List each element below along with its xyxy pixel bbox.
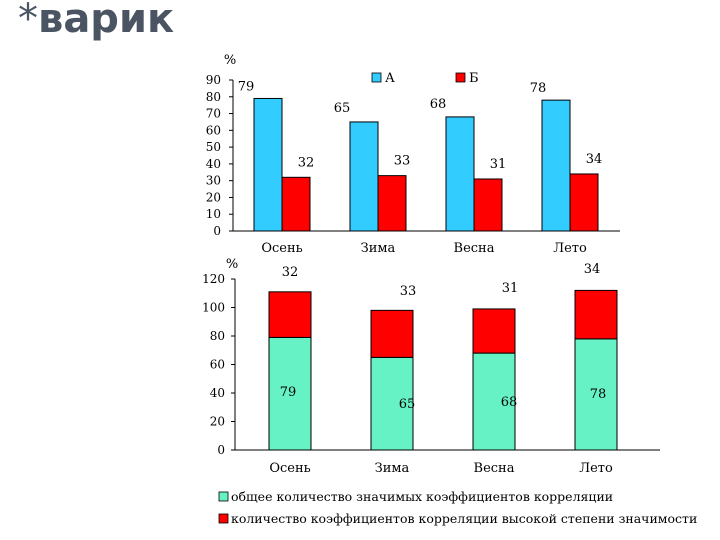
- chart2-y-tick-label: 20: [210, 415, 225, 429]
- chart1-legend-label: Б: [469, 71, 479, 86]
- chart1-bar-a: [349, 121, 379, 232]
- chart2-data-label-high: 34: [584, 262, 601, 277]
- chart1-y-tick-label: 30: [206, 174, 221, 188]
- chart2-y-tick-label: 60: [210, 358, 225, 372]
- chart2-bar-segment-high: [370, 309, 414, 358]
- chart2-x-tick-label: Осень: [269, 461, 310, 476]
- chart1-legend-label: А: [385, 71, 395, 86]
- chart1-y-tick-label: 90: [206, 73, 221, 87]
- chart1-y-tick-label: 70: [206, 107, 221, 121]
- chart1-data-label: 31: [490, 157, 507, 172]
- chart1-y-tick-label: 20: [206, 190, 221, 204]
- chart2-x-tick-label: Зима: [375, 461, 410, 476]
- chart2-data-label-total: 68: [501, 395, 518, 410]
- chart1-data-label: 68: [430, 97, 447, 112]
- chart1-data-label: 65: [334, 101, 351, 116]
- chart1-bar-b: [377, 175, 407, 232]
- chart1-y-tick-label: 60: [206, 123, 221, 137]
- chart1-x-tick-label: Лето: [553, 241, 587, 256]
- chart2-bar-segment-total: [268, 336, 312, 451]
- chart2-data-label-high: 33: [400, 284, 417, 299]
- chart2-x-tick-label: Лето: [579, 461, 613, 476]
- chart1-legend-swatch: [455, 72, 466, 83]
- chart2-y-tick-label: 80: [210, 329, 225, 343]
- chart1-bar-a: [541, 99, 571, 232]
- chart2-data-label-high: 32: [282, 265, 299, 280]
- chart1-bar-a: [445, 116, 475, 232]
- chart2-legend-label: общее количество значимых коэффициентов …: [231, 489, 613, 504]
- chart1-y-tick-label: 40: [206, 157, 221, 171]
- chart1-y-tick-label: 10: [206, 207, 221, 221]
- chart1-legend-swatch: [371, 72, 382, 83]
- chart1-data-label: 79: [238, 79, 255, 94]
- chart2-unit-label: %: [226, 257, 238, 272]
- title-star: *: [18, 0, 38, 42]
- title-text: варик: [38, 0, 175, 42]
- chart2-bar-segment-high: [472, 308, 516, 354]
- chart1-data-label: 33: [394, 154, 411, 169]
- chart1-bar-b: [281, 176, 311, 232]
- chart2-bar-segment-total: [370, 356, 414, 451]
- chart2-bar-segment-high: [574, 289, 618, 340]
- chart2-y-tick-label: 100: [202, 301, 225, 315]
- slide-title: *варик: [18, 0, 174, 42]
- chart1-bar-a: [253, 97, 283, 232]
- chart2-x-tick-label: Весна: [474, 461, 515, 476]
- chart2-data-label-high: 31: [502, 281, 519, 296]
- chart1-y-tick-label: 0: [213, 224, 221, 238]
- chart1-x-tick-label: Весна: [454, 241, 495, 256]
- chart2-y-tick-label: 40: [210, 386, 225, 400]
- chart1-bar-b: [473, 178, 503, 232]
- chart2-legend-swatch: [218, 491, 229, 502]
- chart1-x-tick-label: Осень: [261, 241, 302, 256]
- chart2-data-label-total: 65: [399, 397, 416, 412]
- chart1-y-tick-label: 50: [206, 140, 221, 154]
- chart1-unit-label: %: [224, 53, 236, 68]
- chart2-y-tick-label: 0: [217, 443, 225, 457]
- chart1-bar-b: [569, 173, 599, 232]
- chart2-bar-segment-total: [574, 338, 618, 451]
- chart1-x-tick-label: Зима: [361, 241, 396, 256]
- chart1-data-label: 34: [586, 152, 603, 167]
- chart1-data-label: 32: [298, 155, 315, 170]
- chart2-legend-swatch: [218, 513, 229, 524]
- chart2-data-label-total: 79: [280, 385, 297, 400]
- chart2-data-label-total: 78: [590, 387, 607, 402]
- chart1-data-label: 78: [530, 81, 547, 96]
- chart1-y-tick-label: 80: [206, 90, 221, 104]
- chart2-bar-segment-total: [472, 352, 516, 451]
- chart2-bar-segment-high: [268, 291, 312, 338]
- chart2-y-tick-label: 120: [202, 272, 225, 286]
- chart2-legend-label: количество коэффициентов корреляции высо…: [231, 511, 697, 526]
